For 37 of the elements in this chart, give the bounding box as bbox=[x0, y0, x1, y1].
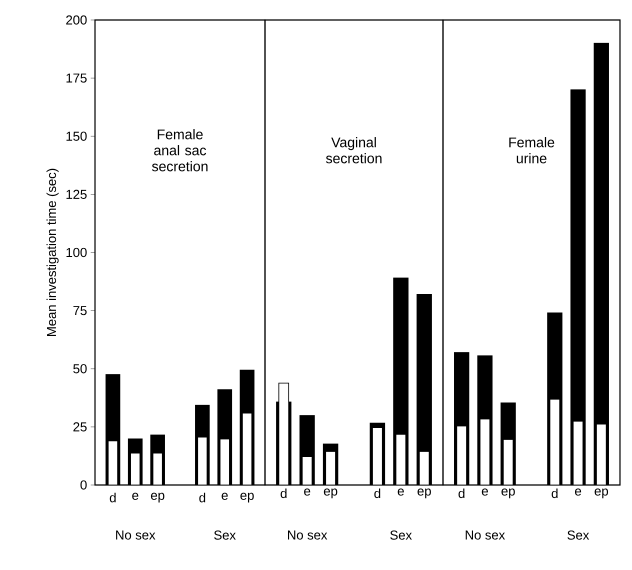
y-tick-label: 200 bbox=[66, 15, 87, 25]
text: Sex bbox=[390, 530, 412, 540]
text: No sex bbox=[116, 530, 156, 540]
x-tick-label: e bbox=[222, 492, 228, 500]
text: No sex bbox=[466, 530, 505, 540]
y-tick-label: 100 bbox=[66, 248, 87, 258]
x-tick-label: d bbox=[199, 492, 206, 502]
x-tick-label: ep bbox=[150, 492, 164, 502]
x-tick-label: d bbox=[552, 488, 558, 498]
x-tick-label: d bbox=[374, 488, 380, 498]
x-tick-label: e bbox=[482, 488, 488, 496]
x-tick-label: d bbox=[110, 492, 116, 502]
y-tick-label: 150 bbox=[66, 132, 87, 141]
text: Female anal sac secretion bbox=[152, 129, 208, 172]
x-tick-label: ep bbox=[324, 488, 338, 498]
text: Female urine bbox=[509, 137, 554, 164]
y-tick-label: 75 bbox=[73, 306, 87, 316]
x-tick-label: e bbox=[575, 488, 582, 496]
y-tick-label: 0 bbox=[80, 480, 87, 490]
x-tick-label: ep bbox=[502, 488, 515, 498]
y-tick-label: 175 bbox=[66, 74, 87, 83]
y-tick-label: 50 bbox=[73, 364, 87, 374]
x-tick-label: e bbox=[132, 492, 138, 500]
x-tick-label: ep bbox=[240, 492, 254, 502]
x-tick-label: ep bbox=[418, 488, 431, 498]
y-tick-label: 25 bbox=[73, 422, 87, 432]
x-tick-label: d bbox=[280, 488, 287, 498]
x-tick-label: e bbox=[304, 488, 310, 496]
x-tick-label: ep bbox=[594, 488, 608, 498]
x-tick-label: d bbox=[458, 488, 464, 498]
text: No sex bbox=[288, 530, 328, 540]
y-tick-label: 125 bbox=[66, 190, 87, 199]
y-axis-title: Mean investigation time (sec) bbox=[46, 168, 59, 336]
text: Vaginal secretion bbox=[326, 137, 382, 164]
x-tick-label: e bbox=[398, 488, 404, 496]
text: Sex bbox=[567, 530, 590, 540]
text: Sex bbox=[214, 530, 236, 540]
